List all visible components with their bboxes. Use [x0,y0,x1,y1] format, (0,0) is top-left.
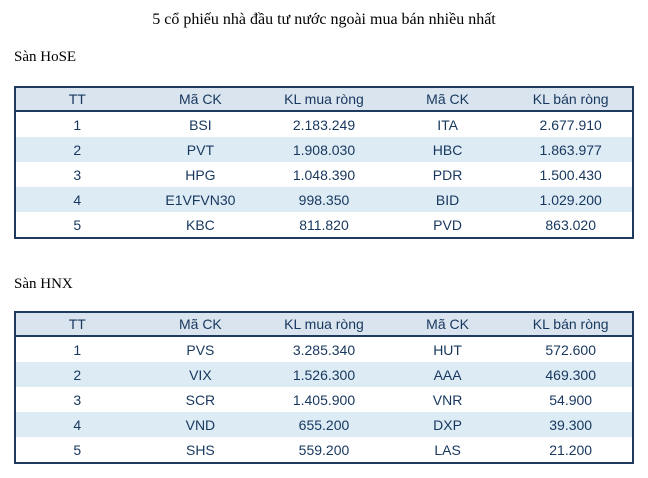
table-cell: 3 [73,391,82,408]
table-row: 4 VND 655.200 DXP 39.300 [15,412,633,437]
header-row: TT Mã CK KL mua ròng Mã CK KL bán ròng [15,87,633,112]
table-cell: 1.405.900 [292,391,356,408]
table-cell: 559.200 [298,441,350,458]
table-cell: 1.048.390 [292,166,356,183]
table-cell: 54.900 [549,391,593,408]
table-cell: BID [435,191,460,208]
hose-table: TT Mã CK KL mua ròng Mã CK KL bán ròng 1 BSI 2.… [14,86,634,239]
table-cell: 1.863.977 [539,141,602,158]
table-cell: 2 [73,141,82,158]
column-header: Mã CK [385,87,510,112]
table-cell: PDR [432,166,463,183]
table-row: 5 KBC 811.820 PVD 863.020 [15,212,633,238]
table-cell: HBC [432,141,463,158]
table-cell: E1VFVN30 [165,191,236,208]
column-header: Mã CK [138,312,263,337]
table-cell: 4 [73,416,82,433]
table-cell: 655.200 [298,416,350,433]
table-row: 1 BSI 2.183.249 ITA 2.677.910 [15,111,633,137]
table-cell: PVT [186,141,214,158]
table-cell: HUT [433,341,462,358]
table-cell: 811.820 [299,216,349,233]
table-cell: 469.300 [545,366,596,383]
table-row: 3 SCR 1.405.900 VNR 54.900 [15,387,633,412]
table-cell: LAS [434,441,461,458]
table-cell: 2.183.249 [292,116,356,133]
table-cell: 5 [73,216,82,233]
table-cell: VIX [189,366,212,383]
table-cell: AAA [433,366,462,383]
table-cell: 863.020 [545,216,596,233]
page-title: 5 cổ phiếu nhà đầu tư nước ngoài mua bán… [152,11,496,28]
section-hnx-label: Sàn HNX [14,276,73,292]
table-cell: 1.500.430 [539,166,602,183]
table-row: 2 PVT 1.908.030 HBC 1.863.977 [15,137,633,162]
table-cell: 998.350 [298,191,350,208]
table-cell: 1.029.200 [539,191,602,208]
table-cell: SCR [185,391,216,408]
section-hose-label: Sàn HoSE [14,49,77,65]
table-cell: SHS [185,441,215,458]
table-cell: HPG [185,166,216,183]
table-row: 3 HPG 1.048.390 PDR 1.500.430 [15,162,633,187]
table-cell: 2 [73,366,82,383]
table-cell: DXP [433,416,462,433]
table-cell: 2.677.910 [539,116,602,133]
table-cell: 3.285.340 [292,341,356,358]
table-cell: VNR [432,391,463,408]
table-row: 2 VIX 1.526.300 AAA 469.300 [15,362,633,387]
table-cell: PVD [433,216,462,233]
table-cell: VND [185,416,216,433]
column-header: KL bán ròng [509,87,633,112]
table-row: 5 SHS 559.200 LAS 21.200 [15,437,633,463]
table-row: 1 PVS 3.285.340 HUT 572.600 [15,336,633,362]
column-header: KL mua ròng [262,312,386,337]
table-row: 4 E1VFVN30 998.350 BID 1.029.200 [15,187,633,212]
header-row: TT Mã CK KL mua ròng Mã CK KL bán ròng [15,312,633,337]
table-cell: 1.526.300 [292,366,356,383]
table-cell: 21.200 [549,441,593,458]
column-header: TT [15,312,139,337]
table-cell: 5 [73,441,82,458]
table-cell: 572.600 [545,341,596,358]
table-cell: 1 [73,341,82,358]
hnx-table: TT Mã CK KL mua ròng Mã CK KL bán ròng 1 PVS 3.… [14,311,634,464]
table-cell: 4 [73,191,82,208]
table-cell: 39.300 [549,416,593,433]
table-cell: 1.908.030 [292,141,356,158]
column-header: KL mua ròng [262,87,386,112]
table-cell: PVS [186,341,215,358]
table-cell: KBC [185,216,215,233]
table-cell: 3 [73,166,82,183]
table-cell: 1 [73,116,82,133]
column-header: Mã CK [385,312,510,337]
column-header: TT [15,87,139,112]
column-header: KL bán ròng [509,312,633,337]
table-cell: ITA [437,116,458,133]
table-cell: BSI [189,116,212,133]
column-header: Mã CK [138,87,263,112]
